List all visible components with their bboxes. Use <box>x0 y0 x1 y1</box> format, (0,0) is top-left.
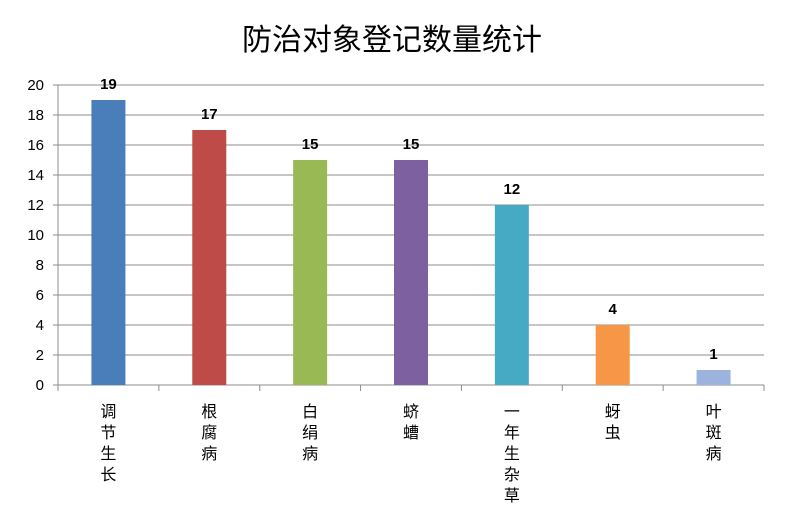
data-labels: 19 17 15 15 12 4 1 <box>100 76 718 363</box>
category-labels: 调节生长 根腐病 白绢病 蛴螬 一年生杂草 蚜虫 叶斑病 <box>100 402 721 505</box>
x-category-label: 叶斑病 <box>706 402 722 463</box>
bar <box>696 370 731 385</box>
x-category-label: 蚜虫 <box>605 402 621 442</box>
data-label: 1 <box>709 346 717 363</box>
y-tick-label: 4 <box>36 317 44 334</box>
y-tick-label: 18 <box>27 107 44 124</box>
data-label: 15 <box>302 136 319 153</box>
data-label: 4 <box>609 301 618 318</box>
y-tick-label: 16 <box>27 137 44 154</box>
y-tick-label: 12 <box>27 197 44 214</box>
y-tick-label: 2 <box>36 347 44 364</box>
bar <box>494 205 529 385</box>
x-category-label: 白绢病 <box>302 402 318 463</box>
y-tick-labels: 0 2 4 6 8 10 12 14 16 18 20 <box>27 77 44 394</box>
bar <box>91 100 126 385</box>
x-category-label: 根腐病 <box>201 402 217 463</box>
bar <box>394 160 428 385</box>
y-tick-label: 14 <box>27 167 44 184</box>
data-label: 15 <box>403 136 420 153</box>
bar <box>293 160 328 385</box>
data-label: 17 <box>201 106 218 123</box>
chart-title: 防治对象登记数量统计 <box>242 23 542 58</box>
x-category-label: 调节生长 <box>100 402 116 484</box>
x-category-label: 一年生杂草 <box>504 402 520 505</box>
y-tick-label: 8 <box>36 257 44 274</box>
y-tick-label: 6 <box>36 287 44 304</box>
x-category-label: 蛴螬 <box>403 402 419 442</box>
y-tick-label: 0 <box>36 377 44 394</box>
bars <box>91 100 731 385</box>
data-label: 12 <box>504 181 521 198</box>
bar <box>595 325 630 385</box>
y-tick-label: 10 <box>27 227 44 244</box>
y-tick-label: 20 <box>27 77 44 94</box>
bar <box>192 130 227 385</box>
data-label: 19 <box>100 76 117 93</box>
